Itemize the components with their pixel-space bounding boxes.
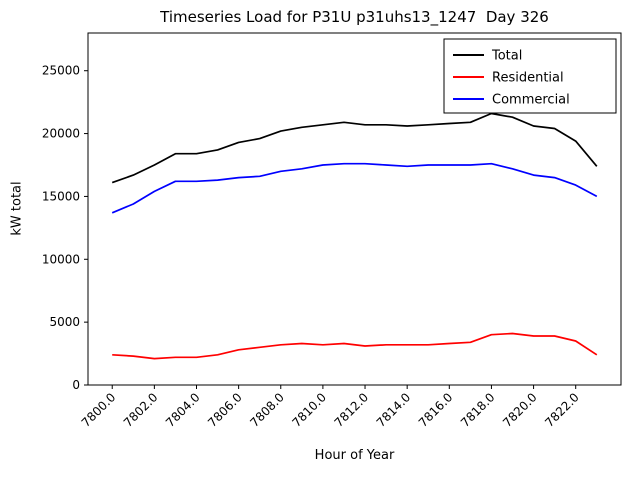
x-tick-label: 7800.0 [79, 390, 119, 430]
chart-title: Timeseries Load for P31U p31uhs13_1247 D… [160, 8, 549, 26]
x-tick-label: 7812.0 [332, 390, 372, 430]
x-tick-label: 7814.0 [374, 390, 414, 430]
x-tick-label: 7804.0 [163, 390, 203, 430]
y-axis-label: kW total [9, 181, 25, 236]
y-tick-label: 0 [72, 378, 80, 392]
x-tick-label: 7816.0 [416, 390, 456, 430]
y-tick-label: 5000 [49, 315, 80, 329]
x-tick-label: 7810.0 [289, 390, 329, 430]
y-tick-label: 20000 [42, 127, 80, 141]
series-line-residential [112, 332, 598, 360]
legend-box [443, 38, 617, 114]
x-tick-label: 7806.0 [205, 390, 245, 430]
x-tick-label: 7818.0 [458, 390, 498, 430]
y-tick-label: 25000 [42, 64, 80, 78]
legend-label-total: Total [491, 49, 522, 64]
series-line-total [111, 112, 598, 184]
legend-label-residential: Residential [492, 71, 564, 86]
legend-label-commercial: Commercial [492, 93, 570, 108]
x-tick-label: 7802.0 [121, 390, 161, 430]
axes-frame [87, 32, 622, 386]
y-tick-label: 15000 [42, 189, 80, 203]
x-tick-label: 7822.0 [542, 390, 582, 430]
x-tick-label: 7820.0 [500, 390, 540, 430]
series-line-commercial [111, 162, 598, 214]
y-tick-label: 10000 [42, 252, 80, 266]
x-axis-label: Hour of Year [314, 448, 395, 463]
x-tick-label: 7808.0 [247, 390, 287, 430]
